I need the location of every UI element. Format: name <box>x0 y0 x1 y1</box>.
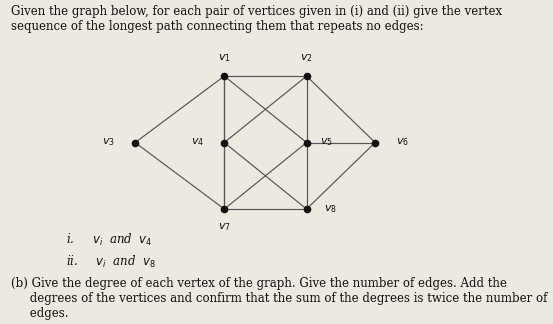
Text: $v_8$: $v_8$ <box>324 203 337 215</box>
Text: (b) Give the degree of each vertex of the graph. Give the number of edges. Add t: (b) Give the degree of each vertex of th… <box>11 277 547 320</box>
Text: $v_4$: $v_4$ <box>191 137 204 148</box>
Text: $v_6$: $v_6$ <box>396 137 409 148</box>
Text: i.     $v_i$  and  $v_4$: i. $v_i$ and $v_4$ <box>66 232 153 248</box>
Text: $v_1$: $v_1$ <box>218 52 231 64</box>
Text: $v_2$: $v_2$ <box>300 52 313 64</box>
Text: ii.     $v_i$  and  $v_8$: ii. $v_i$ and $v_8$ <box>66 254 156 271</box>
Text: $v_5$: $v_5$ <box>320 137 333 148</box>
Text: Given the graph below, for each pair of vertices given in (i) and (ii) give the : Given the graph below, for each pair of … <box>11 5 502 33</box>
Text: $v_7$: $v_7$ <box>218 221 231 233</box>
Text: $v_3$: $v_3$ <box>102 137 114 148</box>
